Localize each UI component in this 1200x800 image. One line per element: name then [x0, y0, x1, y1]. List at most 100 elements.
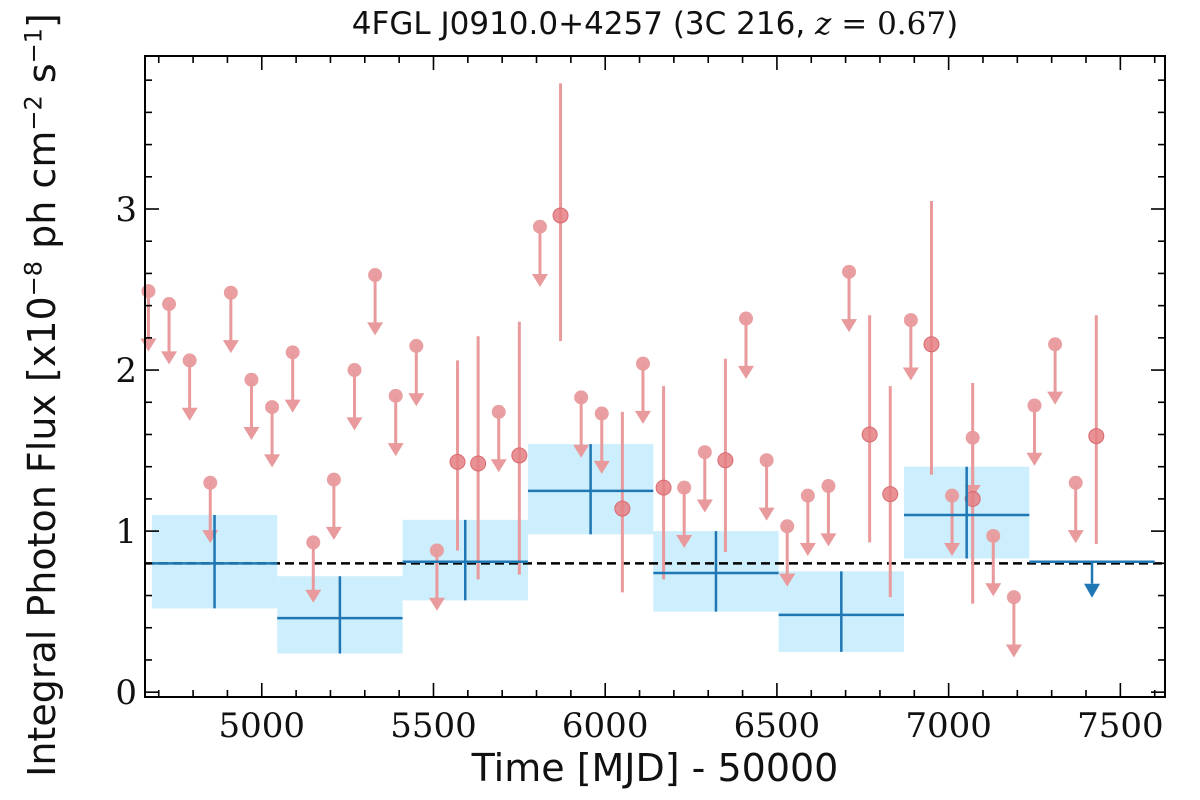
y-tick-label-3: 3 — [115, 190, 137, 230]
title-redshift-value: = 0.67 — [841, 6, 947, 42]
plot-frame — [144, 55, 1166, 698]
upper-limit-point-30 — [986, 528, 1001, 543]
upper-limit-31 — [1005, 590, 1022, 658]
ylabel-suffix: ] — [20, 13, 64, 28]
short-bins-layer — [140, 83, 1105, 658]
detection-4 — [552, 83, 569, 342]
upper-limit-arrowhead-27 — [902, 367, 919, 381]
detection-10 — [923, 200, 940, 475]
upper-limit-arrowhead-22 — [758, 507, 775, 521]
detection-ul-arrowhead-2 — [490, 459, 507, 473]
x-tick-label-6500: 6500 — [734, 706, 821, 746]
upper-limit-point-32 — [1027, 398, 1042, 413]
upper-limit-point-2 — [182, 353, 197, 368]
upper-limit-point-33 — [1048, 337, 1063, 352]
upper-limit-arrowhead-11 — [367, 322, 384, 336]
detection-point-6 — [655, 479, 672, 496]
upper-limit-point-34 — [1068, 475, 1083, 490]
upper-limit-8 — [305, 535, 322, 603]
upper-limit-2 — [181, 353, 198, 421]
upper-limit-arrowhead-32 — [1026, 452, 1043, 466]
long-bin-0 — [151, 515, 278, 609]
upper-limit-arrowhead-15 — [531, 274, 548, 288]
title-source: 4FGL J0910.0+4257 — [351, 6, 663, 42]
title-object: 3C 216 — [684, 6, 796, 42]
upper-limit-point-1 — [162, 297, 177, 312]
long-bin-5 — [778, 571, 904, 652]
upper-limit-arrowhead-28 — [944, 542, 961, 556]
upper-limit-15 — [531, 219, 548, 288]
long-bin-7 — [1029, 560, 1155, 598]
upper-limit-arrowhead-8 — [305, 589, 322, 603]
upper-limit-13 — [408, 338, 425, 407]
upper-limit-point-23 — [780, 519, 795, 534]
upper-limit-arrowhead-0 — [140, 338, 157, 352]
x-tick-label-5500: 5500 — [390, 706, 477, 746]
upper-limit-arrowhead-34 — [1067, 530, 1084, 544]
detection-point-4 — [552, 207, 569, 224]
upper-limit-point-18 — [635, 356, 650, 371]
upper-limit-arrowhead-4 — [222, 340, 239, 354]
upper-limit-arrowhead-26 — [841, 319, 858, 333]
upper-limit-point-14 — [429, 543, 444, 558]
ylabel-prefix: Integral Photon Flux [x10 — [20, 296, 64, 777]
upper-limit-arrowhead-30 — [985, 583, 1002, 597]
upper-limit-point-15 — [532, 219, 547, 234]
y-tick-label-0: 0 — [115, 673, 137, 713]
upper-limit-arrowhead-12 — [387, 443, 404, 457]
upper-limit-point-27 — [903, 313, 918, 328]
upper-limit-point-28 — [945, 488, 960, 503]
upper-limit-arrowhead-23 — [779, 573, 796, 587]
upper-limit-1 — [161, 297, 178, 365]
upper-limit-7 — [284, 345, 301, 413]
upper-limit-3 — [202, 475, 219, 544]
upper-limit-arrowhead-17 — [593, 460, 610, 474]
ylabel-exp3: −1 — [19, 27, 48, 64]
upper-limit-27 — [902, 313, 919, 381]
detection-point-9 — [882, 486, 899, 503]
detection-12 — [1088, 315, 1105, 544]
detection-9 — [882, 386, 899, 598]
upper-limit-16 — [573, 390, 590, 458]
upper-limit-arrowhead-2 — [181, 407, 198, 421]
long-bin-4 — [653, 531, 779, 612]
detection-point-11 — [964, 490, 981, 507]
upper-limit-34 — [1067, 475, 1084, 544]
long-bin-ul-arrowhead-7 — [1084, 583, 1101, 598]
x-tick-label-5000: 5000 — [219, 706, 306, 746]
ylabel-exp1: −8 — [19, 260, 48, 297]
long-bin-6 — [903, 466, 1030, 559]
upper-limit-arrowhead-16 — [573, 444, 590, 458]
detection-7 — [717, 358, 734, 553]
axes: 5000 5500 6000 6500 7000 7500 0 1 2 3 — [115, 55, 1166, 746]
upper-limit-6 — [264, 400, 281, 468]
detection-point-8 — [861, 426, 878, 443]
detection-point-0 — [449, 453, 466, 470]
x-tick-label-7000: 7000 — [905, 706, 992, 746]
upper-limit-point-3 — [203, 475, 218, 490]
detection-1 — [470, 336, 487, 580]
upper-limit-point-21 — [739, 311, 754, 326]
upper-limit-11 — [367, 268, 384, 336]
upper-limit-arrowhead-18 — [634, 410, 651, 424]
upper-limit-point-8 — [306, 535, 321, 550]
long-bins-markers — [151, 444, 1155, 654]
detection-point-12 — [1088, 428, 1105, 445]
ylabel-exp2: −2 — [19, 95, 48, 131]
upper-limit-23 — [779, 519, 796, 587]
upper-limit-arrowhead-25 — [820, 533, 837, 547]
y-tick-label-2: 2 — [115, 351, 137, 391]
upper-limit-arrowhead-31 — [1005, 644, 1022, 658]
upper-limit-point-16 — [574, 390, 589, 405]
x-tick-label-7500: 7500 — [1077, 706, 1164, 746]
upper-limit-point-26 — [842, 264, 857, 279]
upper-limit-19 — [676, 480, 693, 548]
upper-limit-point-31 — [1006, 590, 1021, 605]
upper-limit-arrowhead-6 — [264, 454, 281, 468]
upper-limit-arrowhead-13 — [408, 393, 425, 407]
x-tick-label-6000: 6000 — [562, 706, 649, 746]
upper-limit-21 — [738, 311, 755, 379]
upper-limit-30 — [985, 528, 1002, 597]
long-bin-3 — [527, 444, 654, 535]
upper-limit-point-22 — [759, 453, 774, 468]
